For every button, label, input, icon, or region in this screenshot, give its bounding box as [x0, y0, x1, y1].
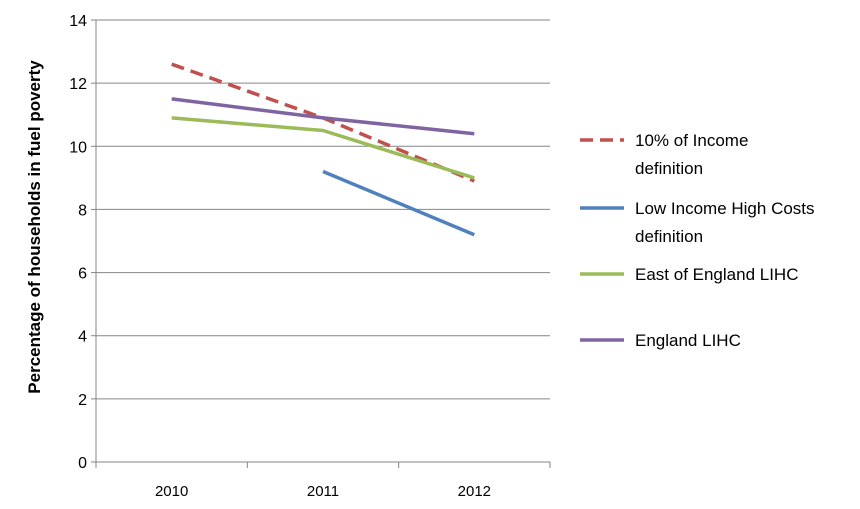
series-line-2	[171, 116, 475, 180]
y-tick-label: 10	[69, 139, 87, 156]
axes	[91, 19, 551, 468]
y-tick-label: 6	[78, 266, 87, 283]
gridlines	[96, 19, 550, 400]
y-tick-label: 12	[69, 76, 87, 93]
y-tick-label: 14	[69, 13, 87, 30]
series-lines	[171, 62, 475, 237]
legend-label: definition	[635, 227, 703, 246]
y-axis-label: Percentage of households in fuel poverty	[25, 60, 44, 394]
y-tick-labels: 0 2 4 6 8 10 12 14	[69, 13, 87, 472]
y-tick-label: 4	[78, 329, 87, 346]
x-tick-label: 2010	[155, 483, 188, 500]
legend-label: Low Income High Costs	[635, 199, 815, 218]
legend-label: 10% of Income	[635, 131, 748, 150]
x-tick-label: 2012	[458, 483, 491, 500]
y-tick-label: 8	[78, 202, 87, 219]
x-tick-label: 2011	[307, 483, 339, 500]
legend-label: East of England LIHC	[635, 265, 798, 284]
y-tick-label: 0	[78, 455, 87, 472]
legend: 10% of Income definition Low Income High C…	[580, 131, 815, 350]
x-tick-labels: 2010 2011 2012	[155, 483, 491, 500]
y-tick-label: 2	[78, 392, 87, 409]
legend-label: England LIHC	[635, 331, 741, 350]
series-line-1	[322, 169, 475, 237]
series-line-3	[171, 97, 475, 136]
legend-label: definition	[635, 159, 703, 178]
